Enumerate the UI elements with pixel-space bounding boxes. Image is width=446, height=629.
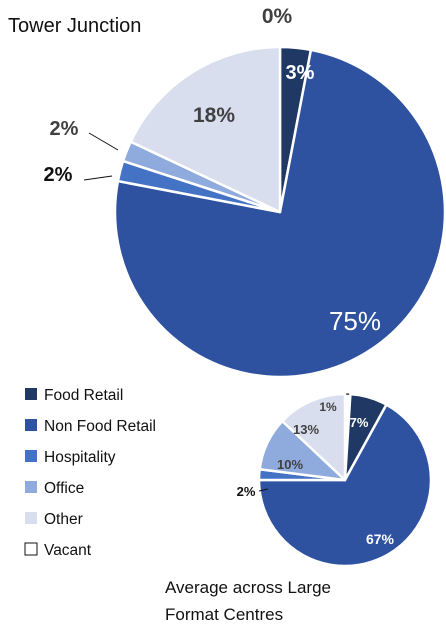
slice-other — [129, 45, 282, 214]
data-label-office: 10% — [277, 457, 303, 472]
slice-non-food-retail — [113, 48, 446, 379]
legend-swatch-non-food-retail — [25, 419, 37, 431]
chart-title-average-line-2: Format Centres — [165, 605, 283, 624]
data-label-hospitality: 2% — [237, 484, 256, 499]
legend-label-vacant: Vacant — [44, 542, 92, 559]
slice-non-food-retail — [257, 403, 433, 568]
data-label-food-retail: 3% — [286, 62, 315, 84]
data-label-office: 2% — [50, 118, 79, 140]
leader-line-hospitality — [258, 488, 269, 492]
data-label-other: 18% — [193, 104, 235, 127]
chart-title-average-line-1: Average across Large — [165, 578, 331, 597]
data-label-non-food-retail: 67% — [366, 531, 395, 547]
legend-swatch-other — [25, 512, 37, 524]
legend-label-hospitality: Hospitality — [44, 449, 116, 466]
leader-line-office — [88, 132, 119, 151]
data-label-vacant: 1% — [319, 400, 337, 414]
slice-other — [281, 392, 347, 482]
legend-swatch-hospitality — [25, 450, 37, 462]
legend-label-food-retail: Food Retail — [44, 387, 123, 404]
legend-label-other: Other — [44, 511, 83, 528]
data-label-other: 13% — [293, 422, 319, 437]
data-label-non-food-retail: 75% — [329, 306, 381, 336]
legend-swatch-vacant — [24, 542, 38, 556]
legend: Food Retail Non Food Retail Hospitality Off… — [24, 387, 156, 559]
data-label-hospitality: 2% — [44, 164, 73, 186]
legend-swatch-office — [25, 481, 37, 493]
leader-line-hospitality — [83, 175, 113, 181]
pie-large-format-average: 1% 7% 67% 2% 10% 13% — [237, 392, 433, 568]
data-label-food-retail: 7% — [350, 415, 369, 430]
legend-label-non-food-retail: Non Food Retail — [44, 418, 156, 435]
pie-tower-junction: 0% 3% 75% 2% 2% 18% — [44, 5, 446, 379]
legend-label-office: Office — [44, 480, 84, 497]
chart-title-tower-junction: Tower Junction — [8, 15, 141, 37]
legend-swatch-food-retail — [25, 388, 37, 400]
data-label-vacant: 0% — [262, 5, 293, 28]
